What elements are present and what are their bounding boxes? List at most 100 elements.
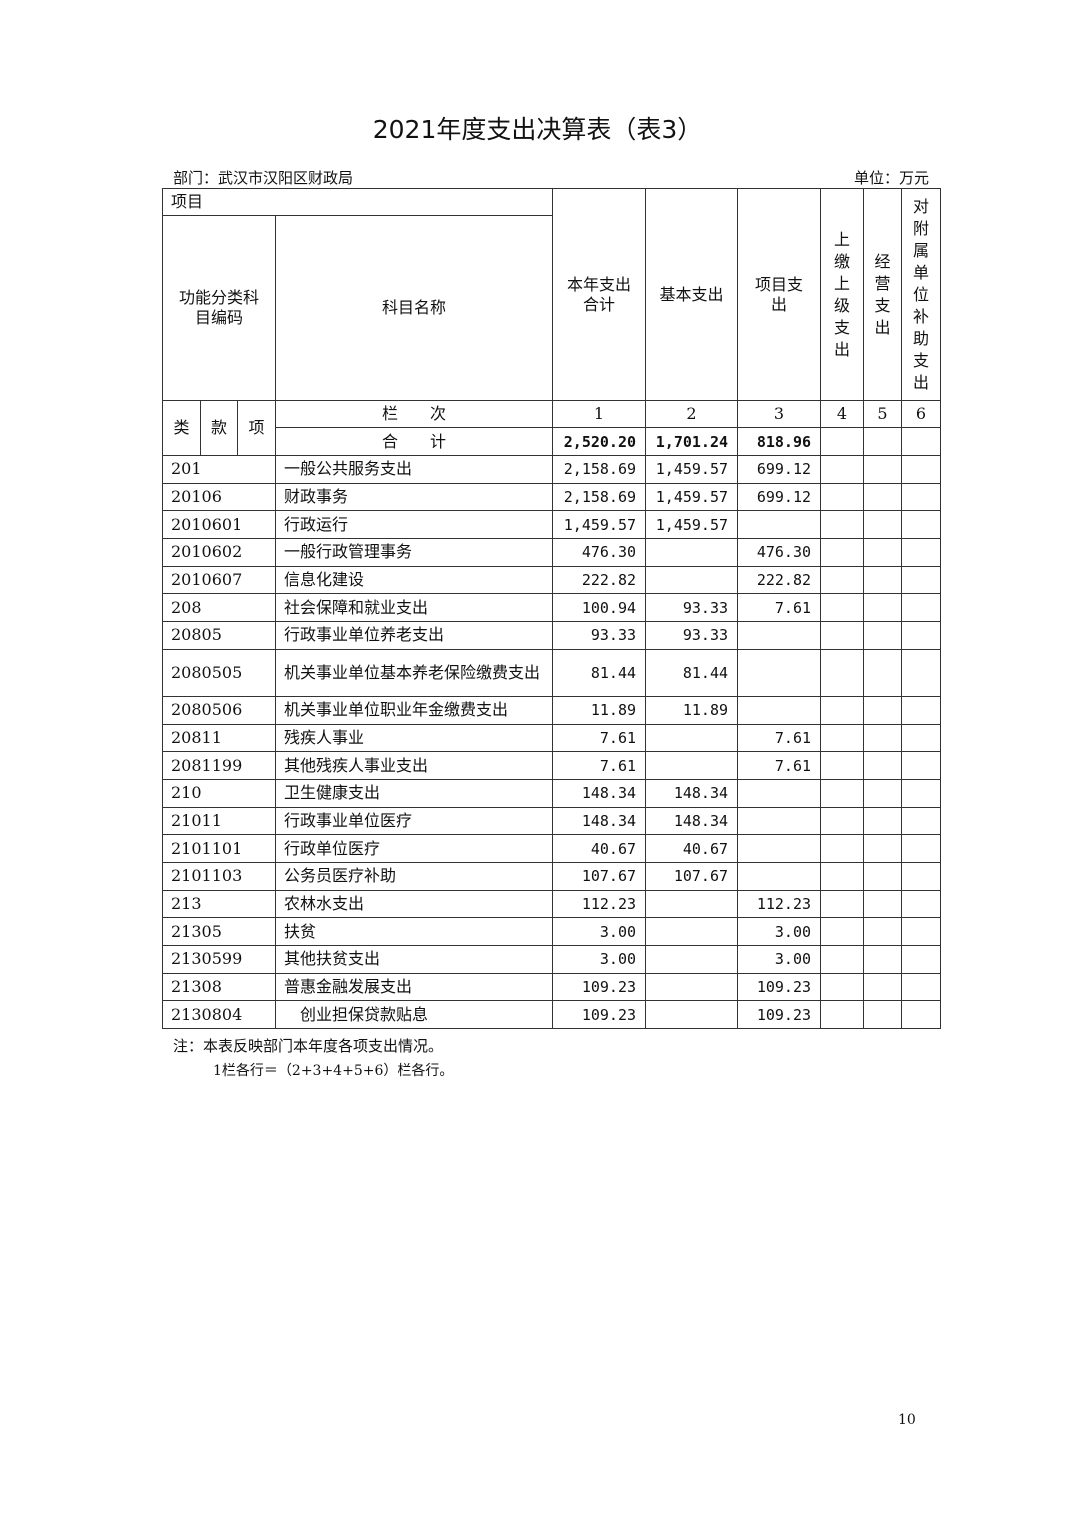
row-name: 农林水支出 xyxy=(274,889,554,919)
row-code: 2080506 xyxy=(162,695,276,725)
row-empty-cell xyxy=(820,834,865,863)
row-value: 109.23 xyxy=(552,1000,647,1030)
row-value: 3.00 xyxy=(552,917,647,946)
row-value: 1,459.57 xyxy=(645,455,739,484)
header-xiang: 项 xyxy=(237,400,276,456)
row-empty-cell xyxy=(820,861,865,891)
row-empty-cell xyxy=(820,621,865,650)
row-name: 公务员医疗补助 xyxy=(274,861,554,891)
row-value xyxy=(737,648,822,697)
page-title: 2021年度支出决算表（表3） xyxy=(372,115,703,144)
row-value: 112.23 xyxy=(552,889,647,919)
row-empty-cell xyxy=(863,806,903,836)
header-lanci: 栏 次 xyxy=(274,400,554,428)
row-name: 创业担保贷款贴息 xyxy=(274,1000,554,1030)
col-number: 1 xyxy=(552,400,647,428)
row-value: 109.23 xyxy=(552,972,647,1002)
row-code: 2010602 xyxy=(162,538,276,567)
row-empty-cell xyxy=(901,723,942,753)
row-code: 20106 xyxy=(162,482,276,512)
row-empty-cell xyxy=(863,510,903,540)
row-value xyxy=(737,834,822,863)
row-value: 107.67 xyxy=(552,861,647,891)
row-empty-cell xyxy=(820,723,865,753)
row-empty-cell xyxy=(863,455,903,484)
row-value: 93.33 xyxy=(552,621,647,650)
row-value: 7.61 xyxy=(552,751,647,780)
table-row: 2130599 其他扶贫支出 3.00 3.00 xyxy=(162,945,942,974)
row-empty-cell xyxy=(820,455,865,484)
department-label: 部门：武汉市汉阳区财政局 xyxy=(173,169,354,187)
row-value: 476.30 xyxy=(737,538,822,567)
row-empty-cell xyxy=(863,482,903,512)
row-empty-cell xyxy=(820,695,865,725)
header-col5: 经营支出 xyxy=(863,188,903,401)
total-value xyxy=(820,427,865,456)
table-row: 2101101 行政单位医疗 40.67 40.67 xyxy=(162,834,942,863)
row-empty-cell xyxy=(820,972,865,1002)
row-value: 1,459.57 xyxy=(645,510,739,540)
total-value: 2,520.20 xyxy=(552,427,647,456)
row-empty-cell xyxy=(863,723,903,753)
row-empty-cell xyxy=(863,972,903,1002)
row-empty-cell xyxy=(901,861,942,891)
row-code: 2010607 xyxy=(162,565,276,595)
note-line-1: 注：本表反映部门本年度各项支出情况。 xyxy=(173,1037,444,1055)
header-col4: 上缴上级支出 xyxy=(820,188,865,401)
row-code: 2130804 xyxy=(162,1000,276,1030)
row-value xyxy=(737,861,822,891)
row-name: 其他扶贫支出 xyxy=(274,945,554,974)
row-empty-cell xyxy=(820,889,865,919)
table-row: 20106 财政事务 2,158.69 1,459.57 699.12 xyxy=(162,482,942,512)
row-value: 2,158.69 xyxy=(552,455,647,484)
table-row: 21305 扶贫 3.00 3.00 xyxy=(162,917,942,946)
row-name: 社会保障和就业支出 xyxy=(274,593,554,623)
header-lei: 类 xyxy=(162,400,201,456)
row-code: 213 xyxy=(162,889,276,919)
total-value xyxy=(863,427,903,456)
total-value: 818.96 xyxy=(737,427,822,456)
row-empty-cell xyxy=(863,593,903,623)
header-project: 项目 xyxy=(161,188,554,216)
header-col1: 本年支出合计 xyxy=(552,188,647,401)
header-code: 功能分类科目编码 xyxy=(162,215,276,401)
row-value: 93.33 xyxy=(645,621,739,650)
row-empty-cell xyxy=(901,482,942,512)
row-value: 1,459.57 xyxy=(552,510,647,540)
row-empty-cell xyxy=(863,917,903,946)
row-value: 40.67 xyxy=(552,834,647,863)
row-value xyxy=(737,778,822,808)
row-name: 一般公共服务支出 xyxy=(274,455,554,484)
row-empty-cell xyxy=(820,917,865,946)
table-row: 210 卫生健康支出 148.34 148.34 xyxy=(162,778,942,808)
row-value xyxy=(737,621,822,650)
row-empty-cell xyxy=(820,648,865,697)
header-col2: 基本支出 xyxy=(645,188,739,401)
table-row: 201 一般公共服务支出 2,158.69 1,459.57 699.12 xyxy=(162,455,942,484)
row-value: 7.61 xyxy=(737,751,822,780)
row-empty-cell xyxy=(820,565,865,595)
row-name: 卫生健康支出 xyxy=(274,778,554,808)
row-name: 扶贫 xyxy=(274,917,554,946)
col-number: 3 xyxy=(737,400,822,428)
row-empty-cell xyxy=(863,861,903,891)
table-row: 21308 普惠金融发展支出 109.23 109.23 xyxy=(162,972,942,1002)
row-code: 2080505 xyxy=(162,648,276,697)
row-name: 行政单位医疗 xyxy=(274,834,554,863)
row-code: 2010601 xyxy=(162,510,276,540)
row-value xyxy=(645,917,739,946)
col-number: 2 xyxy=(645,400,739,428)
note-line-2: 1栏各行＝（2+3+4+5+6）栏各行。 xyxy=(213,1063,454,1079)
row-value: 222.82 xyxy=(737,565,822,595)
row-empty-cell xyxy=(820,778,865,808)
table-row: 2101103 公务员医疗补助 107.67 107.67 xyxy=(162,861,942,891)
row-empty-cell xyxy=(863,834,903,863)
row-code: 21305 xyxy=(162,917,276,946)
row-empty-cell xyxy=(863,648,903,697)
row-empty-cell xyxy=(863,538,903,567)
row-value xyxy=(737,510,822,540)
col-number: 6 xyxy=(901,400,942,428)
row-value: 148.34 xyxy=(645,806,739,836)
row-value: 11.89 xyxy=(552,695,647,725)
col-number: 5 xyxy=(863,400,903,428)
